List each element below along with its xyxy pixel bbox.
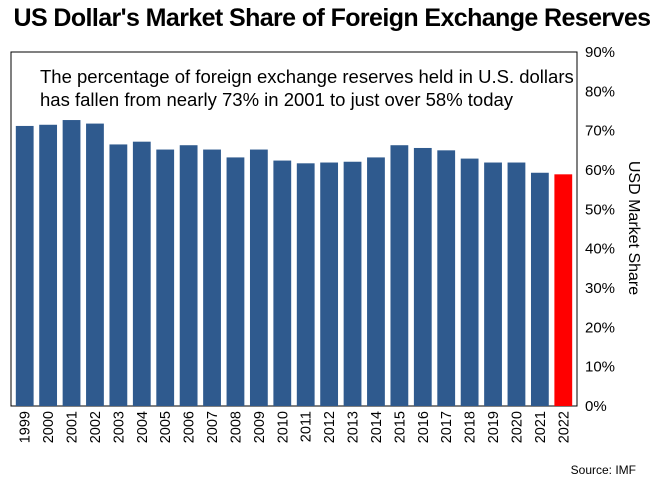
x-tick-2011: 2011: [299, 411, 315, 442]
x-tick-2010: 2010: [275, 411, 291, 443]
x-tick-2019: 2019: [486, 411, 502, 443]
y-tick-60pct: 60%: [585, 162, 615, 179]
y-axis-label: USD Market Share: [625, 161, 642, 295]
annotation-line-2: has fallen from nearly 73% in 2001 to ju…: [40, 89, 514, 110]
bar-2007: [203, 149, 221, 406]
x-tick-1999: 1999: [18, 411, 34, 443]
x-tick-2003: 2003: [111, 411, 127, 443]
x-tick-2014: 2014: [369, 411, 385, 443]
bar-2022: [554, 174, 573, 406]
x-tick-2004: 2004: [135, 411, 151, 443]
x-tick-2000: 2000: [41, 411, 57, 443]
x-tick-2012: 2012: [322, 411, 338, 443]
bar-2017: [437, 150, 456, 406]
bar-2006: [179, 145, 198, 406]
x-tick-2009: 2009: [252, 411, 268, 443]
chart-title: US Dollar's Market Share of Foreign Exch…: [13, 4, 651, 32]
x-tick-2022: 2022: [556, 411, 572, 443]
y-tick-50pct: 50%: [585, 201, 615, 218]
bar-2009: [249, 149, 268, 406]
bar-2021: [530, 172, 549, 406]
bar-2003: [109, 144, 128, 406]
bar-2005: [156, 149, 175, 406]
bar-2016: [413, 147, 432, 406]
plot-frame: [10, 51, 578, 407]
bar-2015: [390, 145, 409, 406]
bar-2019: [484, 162, 502, 406]
bar-2002: [86, 123, 104, 406]
bar-2014: [367, 157, 385, 406]
x-tick-2016: 2016: [416, 411, 432, 443]
y-tick-80pct: 80%: [585, 83, 615, 100]
bar-2001: [62, 120, 81, 407]
y-tick-0pct: 0%: [585, 398, 607, 415]
source-note: Source: IMF: [570, 463, 636, 477]
x-tick-2015: 2015: [392, 411, 408, 443]
x-tick-2021: 2021: [533, 411, 549, 443]
x-tick-2017: 2017: [439, 411, 455, 443]
x-tick-2007: 2007: [205, 411, 221, 443]
bar-2020: [507, 162, 526, 406]
bar-1999: [15, 125, 34, 407]
bar-2000: [39, 124, 58, 407]
y-tick-10pct: 10%: [585, 359, 615, 376]
bar-2008: [226, 157, 245, 406]
y-tick-90pct: 90%: [585, 44, 615, 61]
x-tick-2020: 2020: [509, 411, 525, 443]
x-tick-2018: 2018: [463, 411, 479, 443]
bar-2004: [132, 141, 151, 406]
x-tick-labels: 1999 2000 2001 2002 2003 2004 2005 2006 2007 2008…: [18, 411, 573, 443]
y-tick-70pct: 70%: [585, 123, 615, 140]
x-tick-2006: 2006: [182, 411, 198, 443]
bars: [15, 120, 573, 407]
x-tick-2002: 2002: [88, 411, 104, 443]
y-tick-40pct: 40%: [585, 241, 615, 258]
y-tick-labels: 0% 10% 20% 30% 40% 50% 60% 70% 80% 90%: [585, 44, 615, 415]
annotation-line-1: The percentage of foreign exchange reser…: [40, 66, 574, 87]
x-tick-2013: 2013: [346, 411, 362, 443]
x-tick-2008: 2008: [228, 411, 244, 443]
bar-2018: [460, 158, 479, 406]
x-tick-2001: 2001: [65, 411, 81, 443]
x-tick-2005: 2005: [158, 411, 174, 443]
y-tick-20pct: 20%: [585, 319, 615, 336]
bar-2011: [296, 163, 315, 406]
y-tick-30pct: 30%: [585, 280, 615, 297]
bar-2013: [343, 161, 362, 406]
bar-2012: [320, 162, 339, 406]
bar-2010: [273, 160, 292, 406]
